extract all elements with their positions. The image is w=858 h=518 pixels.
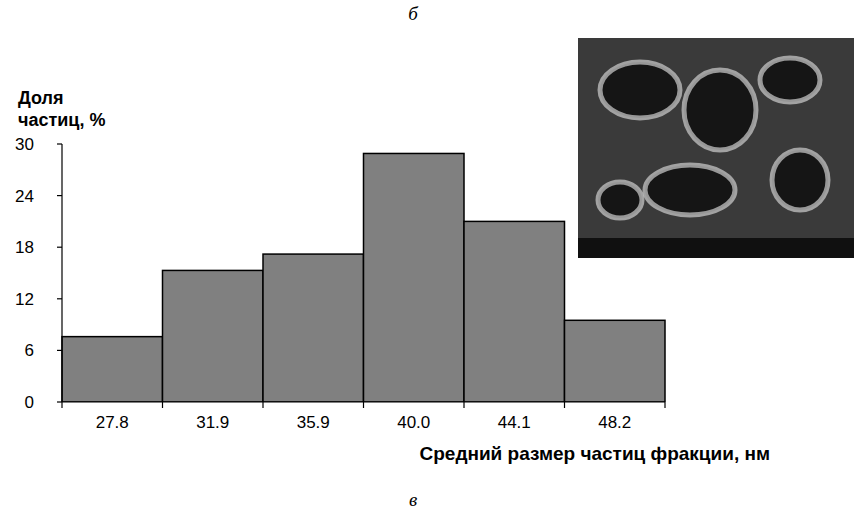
y-axis-title-line: частиц, % bbox=[18, 110, 105, 130]
y-tick-label: 12 bbox=[15, 290, 34, 309]
bars bbox=[62, 153, 665, 402]
bar bbox=[364, 153, 465, 402]
inset-pore bbox=[600, 62, 680, 118]
bar bbox=[464, 221, 565, 402]
x-tick-label: 44.1 bbox=[498, 413, 531, 432]
y-tick bbox=[57, 195, 62, 196]
y-tick bbox=[57, 350, 62, 351]
x-tick-label: 35.9 bbox=[297, 413, 330, 432]
x-tick bbox=[664, 402, 665, 408]
inset-pore bbox=[760, 58, 820, 102]
x-tick-label: 31.9 bbox=[196, 413, 229, 432]
x-tick-label: 27.8 bbox=[96, 413, 129, 432]
inset-info-bar bbox=[578, 238, 854, 258]
y-tick-label: 30 bbox=[15, 135, 34, 154]
y-tick bbox=[57, 247, 62, 248]
bar bbox=[565, 320, 666, 402]
bar bbox=[263, 254, 364, 402]
y-axis-title-line: Доля bbox=[18, 88, 64, 108]
panel-letter: б bbox=[408, 3, 419, 24]
y-axis bbox=[61, 144, 62, 402]
y-tick bbox=[57, 401, 62, 402]
chart-root: 0 6 12 18 24 30 27.8 31.9 35.9 40.0 44.1 48.2 Доляча… bbox=[0, 0, 858, 518]
inset-pore bbox=[645, 165, 735, 215]
x-tick-label: 40.0 bbox=[397, 413, 430, 432]
inset-pore bbox=[772, 150, 828, 210]
x-tick bbox=[262, 402, 263, 408]
x-tick bbox=[564, 402, 565, 408]
inset-image bbox=[578, 38, 854, 258]
y-tick bbox=[57, 143, 62, 144]
y-tick bbox=[57, 298, 62, 299]
inset-pore bbox=[684, 70, 756, 150]
bar bbox=[62, 337, 163, 402]
y-tick-label: 0 bbox=[25, 393, 34, 412]
y-tick-label: 18 bbox=[15, 238, 34, 257]
x-tick bbox=[162, 402, 163, 408]
inset-background bbox=[578, 38, 854, 258]
inset-pore bbox=[598, 182, 642, 218]
y-tick-label: 6 bbox=[25, 341, 34, 360]
x-axis-title: Средний размер частиц фракции, нм bbox=[420, 443, 771, 464]
x-tick bbox=[363, 402, 364, 408]
bar bbox=[163, 270, 264, 402]
y-tick-label: 24 bbox=[15, 187, 34, 206]
x-tick bbox=[463, 402, 464, 408]
x-tick bbox=[61, 402, 62, 408]
y-axis-title: Долячастиц, % bbox=[18, 88, 105, 130]
x-tick-label: 48.2 bbox=[598, 413, 631, 432]
panel-letter: в bbox=[409, 489, 417, 510]
